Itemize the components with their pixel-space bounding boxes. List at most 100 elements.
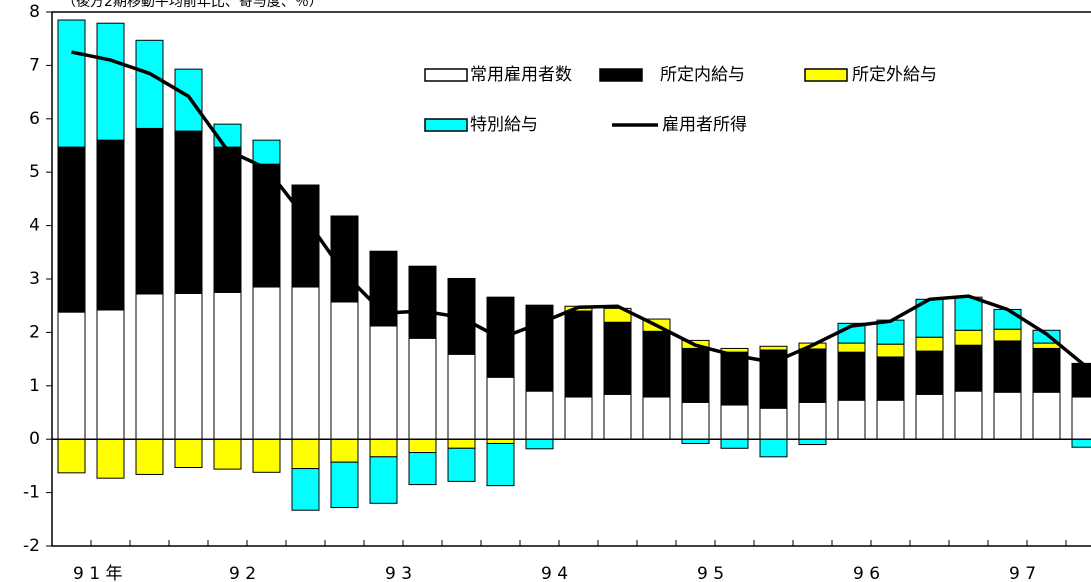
bar-segment bbox=[96, 309, 125, 440]
legend-label: 所定内給与 bbox=[660, 65, 745, 85]
bar-segment bbox=[993, 328, 1022, 342]
bar-segment bbox=[603, 321, 632, 395]
legend-label: 雇用者所得 bbox=[662, 115, 747, 135]
legend-swatch bbox=[424, 118, 468, 132]
y-tick-label: 8 bbox=[29, 2, 40, 22]
bar-segment bbox=[486, 376, 515, 440]
bar-segment bbox=[213, 438, 242, 470]
bar-segment bbox=[681, 401, 710, 440]
bar-segment bbox=[954, 296, 983, 331]
bar-segment bbox=[369, 438, 398, 458]
bar-segment bbox=[486, 442, 515, 487]
bar-segment bbox=[798, 438, 827, 446]
bar-segment bbox=[252, 438, 281, 473]
bar-segment bbox=[720, 404, 749, 440]
bar-segment bbox=[447, 447, 476, 482]
bar-segment bbox=[252, 286, 281, 440]
bar-segment bbox=[876, 319, 905, 345]
bar-segment bbox=[1071, 438, 1091, 448]
bar-segment bbox=[603, 307, 632, 323]
bar-segment bbox=[291, 184, 320, 288]
bar-segment bbox=[447, 438, 476, 449]
bar-segment bbox=[993, 391, 1022, 440]
bar-segment bbox=[57, 438, 86, 474]
bar-segment bbox=[642, 330, 671, 398]
bar-segment bbox=[1032, 391, 1061, 440]
bar-segment bbox=[174, 292, 203, 440]
legend-label: 特別給与 bbox=[470, 115, 538, 135]
bar-segment bbox=[876, 399, 905, 440]
bar-segment bbox=[213, 146, 242, 293]
x-label: 9 4 bbox=[541, 564, 568, 582]
legend-swatch bbox=[599, 68, 643, 82]
bar-segment bbox=[135, 438, 164, 475]
bar-segment bbox=[330, 301, 359, 440]
x-label: 9 6 bbox=[853, 564, 880, 582]
bar-segment bbox=[564, 396, 593, 440]
bar-segment bbox=[369, 456, 398, 504]
bar-segment bbox=[135, 293, 164, 440]
bar-segment bbox=[252, 163, 281, 288]
bar-segment bbox=[759, 407, 788, 440]
y-tick-label: -1 bbox=[23, 483, 40, 503]
income-line bbox=[71, 50, 1087, 368]
y-tick-label: 5 bbox=[29, 162, 40, 182]
bar-segment bbox=[369, 325, 398, 440]
bar-segment bbox=[759, 345, 788, 351]
bar-segment bbox=[759, 438, 788, 458]
bar-segment bbox=[798, 348, 827, 403]
y-tick-label: 4 bbox=[29, 216, 40, 236]
bar-segment bbox=[57, 19, 86, 148]
bar-segment bbox=[915, 350, 944, 395]
bar-segment bbox=[798, 401, 827, 440]
legend-label: 常用雇用者数 bbox=[470, 65, 572, 85]
bar-segment bbox=[954, 390, 983, 440]
bar-segment bbox=[837, 399, 866, 440]
bar-segment bbox=[876, 343, 905, 358]
y-tick-label: 3 bbox=[29, 269, 40, 289]
bar-segment bbox=[837, 351, 866, 401]
bar-segment bbox=[564, 310, 593, 398]
bar-segment bbox=[330, 461, 359, 509]
y-tick-label: 1 bbox=[29, 376, 40, 396]
bar-segment bbox=[525, 438, 554, 450]
y-tick-label: 6 bbox=[29, 109, 40, 129]
bar-segment bbox=[915, 393, 944, 440]
bar-segment bbox=[408, 452, 437, 486]
bar-segment bbox=[57, 311, 86, 440]
bar-segment bbox=[993, 340, 1022, 393]
bar-segment bbox=[1071, 362, 1091, 398]
bar-segment bbox=[408, 337, 437, 440]
bar-segment bbox=[603, 393, 632, 440]
y-tick-label: 2 bbox=[29, 322, 40, 342]
bar-segment bbox=[291, 438, 320, 470]
bar-segment bbox=[174, 68, 203, 132]
bar-segment bbox=[174, 130, 203, 294]
bar-segment bbox=[252, 139, 281, 165]
bar-segment bbox=[291, 468, 320, 511]
x-label: 9 5 bbox=[697, 564, 724, 582]
bar-segment bbox=[330, 438, 359, 463]
x-label: 9 1 年 bbox=[73, 564, 122, 582]
bar-segment bbox=[291, 286, 320, 440]
x-label: 9 2 bbox=[229, 564, 256, 582]
bar-segment bbox=[525, 390, 554, 440]
bar-segment bbox=[642, 396, 671, 440]
bar-segment bbox=[1071, 396, 1091, 440]
bar-segment bbox=[954, 344, 983, 392]
legend-swatch bbox=[804, 68, 848, 82]
y-tick-label: 7 bbox=[29, 55, 40, 75]
bar-segment bbox=[1032, 347, 1061, 393]
x-label: 9 7 bbox=[1009, 564, 1036, 582]
bar-segment bbox=[135, 127, 164, 295]
bar-segment bbox=[720, 438, 749, 449]
bar-segment bbox=[408, 265, 437, 339]
bar-segment bbox=[993, 308, 1022, 330]
bar-segment bbox=[96, 139, 125, 311]
bar-segment bbox=[96, 438, 125, 479]
y-tick-label: -2 bbox=[23, 536, 40, 556]
bar-segment bbox=[408, 438, 437, 454]
bar-segment bbox=[174, 438, 203, 469]
bar-segment bbox=[96, 22, 125, 141]
bar-segment bbox=[213, 291, 242, 440]
